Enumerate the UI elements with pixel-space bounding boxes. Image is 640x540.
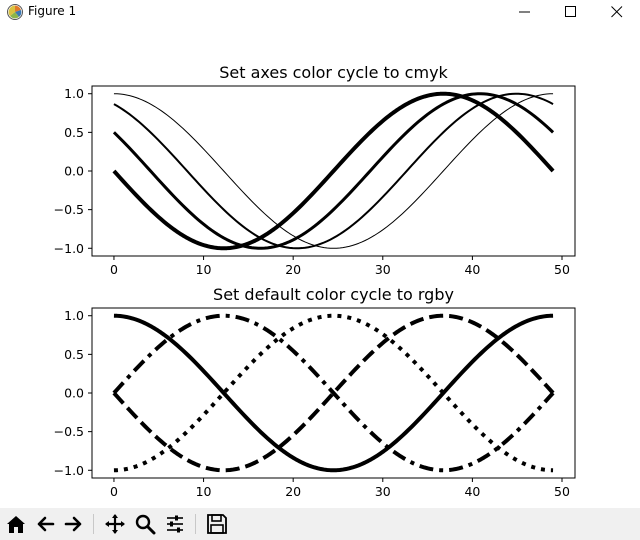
y-tick-label: 0.0 [64,386,84,401]
home-button[interactable] [3,511,29,537]
series-line-4 [112,91,555,251]
series-line-3 [112,92,555,250]
window-titlebar: Figure 1 [0,0,640,24]
subplots-icon [167,515,183,533]
window-title: Figure 1 [28,4,77,18]
y-tick-label: 0.0 [64,164,84,179]
chart-title: Set axes color cycle to cmyk [219,63,448,82]
toolbar-separator [93,514,94,534]
x-tick-label: 50 [554,484,570,499]
x-tick-label: 40 [464,262,480,277]
y-tick-label: 0.5 [64,125,84,140]
x-tick-label: 10 [196,484,212,499]
minimize-icon [519,11,530,13]
forward-button[interactable] [61,511,87,537]
series-line-1 [113,93,554,249]
matplotlib-icon [6,3,24,21]
x-tick-label: 30 [375,484,391,499]
y-tick-label: −1.0 [54,241,84,256]
maximize-button[interactable] [548,0,594,24]
x-tick-label: 0 [110,484,118,499]
y-tick-label: −0.5 [54,424,84,439]
close-button[interactable] [594,0,640,24]
y-tick-label: 0.5 [64,347,84,362]
series-line-1 [113,313,554,473]
x-tick-label: 20 [285,262,301,277]
minimize-button[interactable] [502,0,548,24]
y-tick-label: 1.0 [64,86,84,101]
figure-svg: Set axes color cycle to cmyk 0 10 20 30 40 50 1… [54,63,576,499]
close-icon [611,6,623,18]
pan-icon [105,514,125,534]
maximize-icon [565,6,576,17]
figure-canvas[interactable]: Set axes color cycle to cmyk 0 10 20 30 40 50 1… [0,24,640,508]
x-tick-label: 0 [110,262,118,277]
x-tick-label: 30 [375,262,391,277]
save-icon [207,514,227,534]
pan-button[interactable] [102,511,128,537]
y-tick-label: −1.0 [54,463,84,478]
subplots-button[interactable] [162,511,188,537]
axes-1: Set axes color cycle to cmyk 0 10 20 30 40 50 1… [54,63,576,277]
x-tick-label: 40 [464,484,480,499]
back-icon [37,516,55,532]
y-tick-label: −0.5 [54,202,84,217]
toolbar-separator [195,514,196,534]
forward-icon [64,516,82,532]
save-button[interactable] [204,511,230,537]
series-line-4 [112,313,555,473]
axes-2: Set default color cycle to rgby 0 10 20 30 40… [54,285,576,499]
zoom-icon [135,514,156,535]
zoom-button[interactable] [132,511,158,537]
home-icon [7,516,25,533]
chart-title: Set default color cycle to rgby [213,285,454,304]
x-tick-label: 50 [554,262,570,277]
y-tick-label: 1.0 [64,308,84,323]
x-tick-label: 20 [285,484,301,499]
x-tick-label: 10 [196,262,212,277]
back-button[interactable] [32,511,58,537]
navigation-toolbar [0,508,640,540]
series-line-2 [112,313,555,473]
